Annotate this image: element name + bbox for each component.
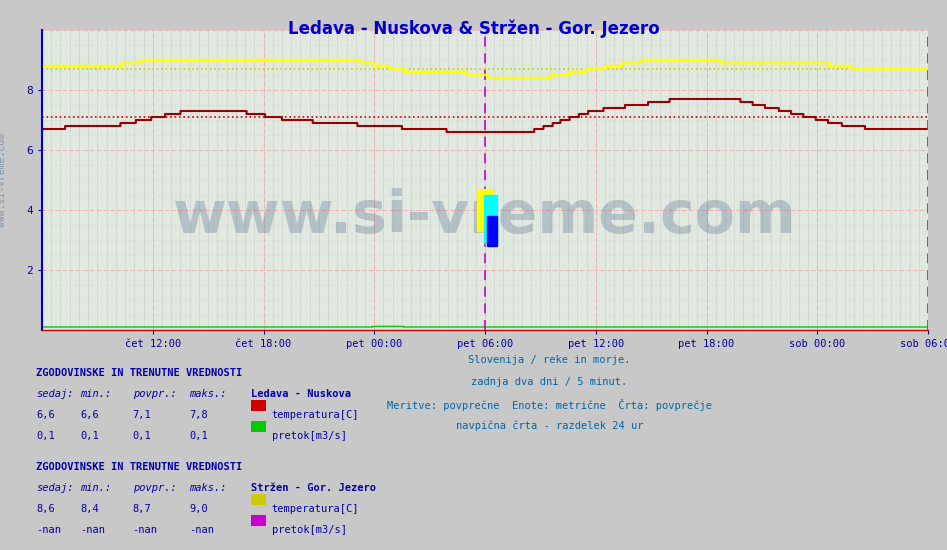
Text: maks.:: maks.: (189, 389, 227, 399)
Text: 8,6: 8,6 (36, 504, 55, 514)
Text: temperatura[C]: temperatura[C] (272, 410, 359, 420)
Text: povpr.:: povpr.: (133, 389, 176, 399)
Text: 0,1: 0,1 (80, 431, 99, 441)
Text: ZGODOVINSKE IN TRENUTNE VREDNOSTI: ZGODOVINSKE IN TRENUTNE VREDNOSTI (36, 462, 242, 472)
Text: -nan: -nan (133, 525, 157, 535)
Text: Ledava - Nuskova: Ledava - Nuskova (251, 389, 351, 399)
Text: pretok[m3/s]: pretok[m3/s] (272, 525, 347, 535)
Text: ZGODOVINSKE IN TRENUTNE VREDNOSTI: ZGODOVINSKE IN TRENUTNE VREDNOSTI (36, 368, 242, 378)
Text: Stržen - Gor. Jezero: Stržen - Gor. Jezero (251, 483, 376, 493)
Text: sedaj:: sedaj: (36, 483, 74, 493)
Text: www.si-vreme.com: www.si-vreme.com (0, 133, 8, 227)
Bar (487, 216, 496, 246)
Text: Meritve: povprečne  Enote: metrične  Črta: povprečje: Meritve: povprečne Enote: metrične Črta:… (386, 399, 712, 411)
Text: -nan: -nan (189, 525, 214, 535)
Text: maks.:: maks.: (189, 483, 227, 493)
Text: 8,4: 8,4 (80, 504, 99, 514)
Text: min.:: min.: (80, 389, 112, 399)
Text: 7,1: 7,1 (133, 410, 152, 420)
Text: 7,8: 7,8 (189, 410, 208, 420)
Text: 0,1: 0,1 (133, 431, 152, 441)
Text: 6,6: 6,6 (80, 410, 99, 420)
Text: temperatura[C]: temperatura[C] (272, 504, 359, 514)
Text: zadnja dva dni / 5 minut.: zadnja dva dni / 5 minut. (472, 377, 627, 387)
Text: www.si-vreme.com: www.si-vreme.com (173, 188, 796, 245)
Text: pretok[m3/s]: pretok[m3/s] (272, 431, 347, 441)
Text: 0,1: 0,1 (36, 431, 55, 441)
Bar (484, 195, 496, 243)
Text: sedaj:: sedaj: (36, 389, 74, 399)
Text: 0,1: 0,1 (189, 431, 208, 441)
Bar (477, 189, 492, 231)
Text: navpična črta - razdelek 24 ur: navpična črta - razdelek 24 ur (456, 421, 643, 431)
Text: 8,7: 8,7 (133, 504, 152, 514)
Text: 6,6: 6,6 (36, 410, 55, 420)
Text: 9,0: 9,0 (189, 504, 208, 514)
Text: povpr.:: povpr.: (133, 483, 176, 493)
Text: Ledava - Nuskova & Stržen - Gor. Jezero: Ledava - Nuskova & Stržen - Gor. Jezero (288, 19, 659, 38)
Text: -nan: -nan (80, 525, 105, 535)
Text: Slovenija / reke in morje.: Slovenija / reke in morje. (468, 355, 631, 365)
Text: min.:: min.: (80, 483, 112, 493)
Text: -nan: -nan (36, 525, 61, 535)
